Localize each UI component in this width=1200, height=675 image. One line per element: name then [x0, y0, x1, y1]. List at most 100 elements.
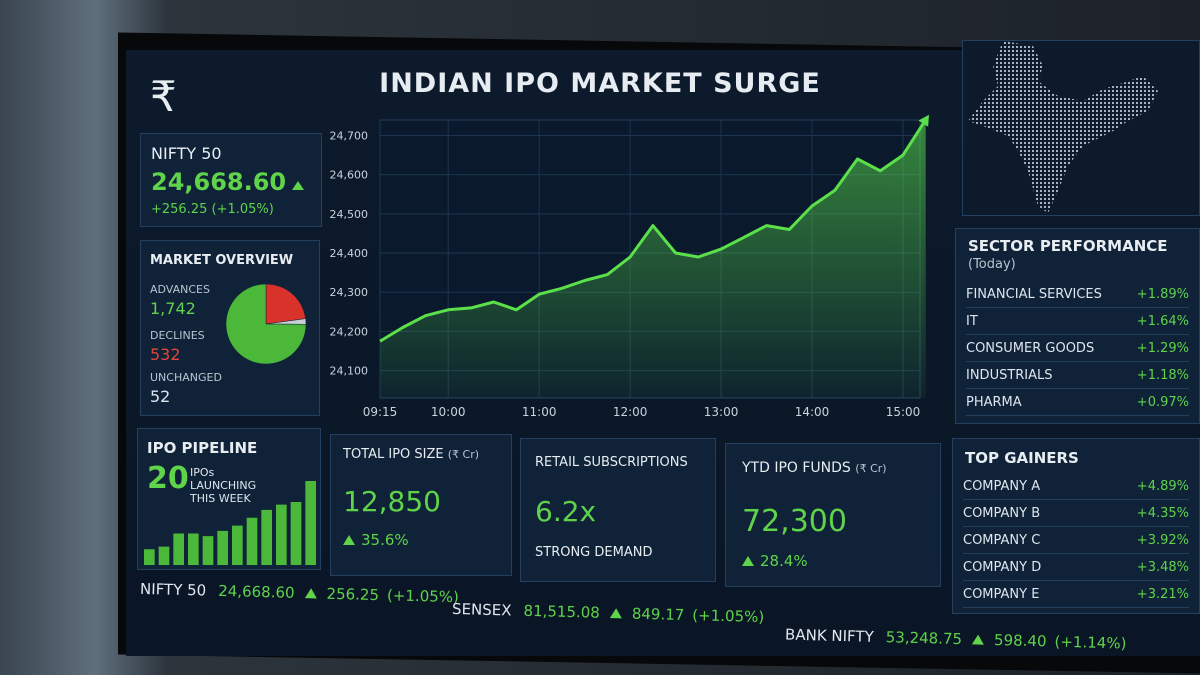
kpi-title: RETAIL SUBSCRIPTIONS: [535, 455, 688, 470]
kpi-change: 28.4%: [736, 552, 808, 570]
bar: [232, 525, 243, 565]
bar: [158, 546, 170, 565]
kpi-change-text: 28.4%: [760, 552, 808, 570]
row-name: COMPANY E: [963, 586, 1040, 602]
kpi-caption: STRONG DEMAND: [535, 545, 653, 560]
row-value: +1.89%: [1136, 286, 1189, 302]
x-tick-label: 14:00: [795, 405, 830, 419]
table-row: COMPANY B +4.35%: [963, 500, 1189, 527]
kpi-unit: (₹ Cr): [855, 462, 887, 475]
row-value: +4.35%: [1136, 505, 1189, 521]
kpi-title: YTD IPO FUNDS (₹ Cr): [742, 460, 887, 476]
row-name: COMPANY B: [963, 505, 1041, 521]
table-row: COMPANY C +3.92%: [963, 527, 1189, 554]
x-tick-label: 13:00: [704, 405, 739, 419]
y-tick-label: 24,300: [330, 286, 368, 299]
overview-title: MARKET OVERVIEW: [150, 253, 294, 268]
x-tick-label: 10:00: [431, 405, 466, 419]
map-shape: [968, 41, 1158, 213]
row-value: +3.92%: [1136, 532, 1189, 548]
nifty-value-text: 24,668.60: [151, 168, 287, 196]
pipeline-caption: IPOs LAUNCHING THIS WEEK: [190, 466, 257, 505]
row-name: COMPANY D: [963, 559, 1042, 575]
kpi-card: YTD IPO FUNDS (₹ Cr) 72,300 28.4%: [725, 443, 941, 587]
row-name: INDUSTRIALS: [966, 367, 1053, 383]
table-row: FINANCIAL SERVICES +1.89%: [966, 281, 1189, 308]
pipeline-bars: [144, 481, 316, 565]
row-name: IT: [966, 313, 978, 329]
up-icon: [742, 556, 754, 566]
x-tick-label: 11:00: [522, 405, 557, 419]
y-tick-label: 24,200: [330, 325, 368, 338]
bar: [202, 536, 214, 565]
ticker-change: 256.25: [326, 584, 380, 605]
kpi-card: TOTAL IPO SIZE (₹ Cr) 12,850 35.6%: [330, 434, 512, 576]
kpi-value: 72,300: [742, 504, 847, 539]
ticker-pct: (+1.05%): [386, 586, 460, 607]
row-name: COMPANY C: [963, 532, 1041, 548]
ticker-pct: (+1.14%): [1054, 632, 1127, 653]
row-name: COMPANY A: [963, 478, 1041, 494]
advances-label: ADVANCES: [150, 283, 210, 296]
nifty-label: NIFTY 50: [151, 144, 222, 163]
row-name: PHARMA: [966, 394, 1022, 410]
bar: [246, 517, 258, 565]
market-overview: MARKET OVERVIEW ADVANCES 1,742 DECLINES …: [140, 240, 320, 416]
table-row: COMPANY A +4.89%: [963, 473, 1189, 500]
bar: [217, 530, 228, 565]
ticker-change: 598.40: [993, 631, 1047, 651]
row-value: +1.64%: [1136, 313, 1189, 329]
sector-title: SECTOR PERFORMANCE: [968, 237, 1168, 255]
bar: [290, 502, 302, 565]
sector-performance: SECTOR PERFORMANCE (Today) FINANCIAL SER…: [955, 228, 1200, 424]
kpi-change-text: 35.6%: [361, 531, 409, 549]
kpi-title: TOTAL IPO SIZE (₹ Cr): [343, 447, 479, 462]
pie-slice: [225, 283, 307, 365]
row-value: +0.97%: [1136, 394, 1189, 410]
row-value: +1.29%: [1136, 340, 1189, 356]
gainers-title: TOP GAINERS: [965, 449, 1079, 467]
ticker-name: NIFTY 50: [139, 579, 207, 600]
up-icon: [304, 588, 317, 599]
sector-subtitle: (Today): [968, 257, 1016, 272]
kpi-unit: (₹ Cr): [447, 448, 480, 461]
y-tick-label: 24,400: [330, 247, 368, 260]
kpi-title-text: TOTAL IPO SIZE: [343, 447, 444, 462]
bar: [188, 533, 199, 565]
table-row: COMPANY D +3.48%: [963, 554, 1189, 581]
ticker-value: 53,248.75: [885, 628, 963, 649]
nifty-card: NIFTY 50 24,668.60 +256.25 (+1.05%): [140, 133, 322, 227]
ticker-value: 81,515.08: [523, 601, 601, 622]
up-icon: [292, 181, 305, 190]
table-row: CONSUMER GOODS +1.29%: [966, 335, 1189, 362]
table-row: IT +1.64%: [966, 308, 1189, 335]
nifty-change: +256.25 (+1.05%): [151, 202, 274, 217]
y-tick-label: 24,600: [330, 169, 368, 182]
table-row: COMPANY E +3.21%: [963, 581, 1189, 608]
x-tick-label: 12:00: [613, 405, 648, 419]
declines-value: 532: [150, 345, 181, 364]
top-gainers: TOP GAINERS COMPANY A +4.89% COMPANY B +4.3…: [952, 438, 1200, 614]
up-icon: [343, 535, 355, 545]
unchanged-label: UNCHANGED: [150, 371, 222, 384]
india-map: [968, 41, 1158, 213]
table-row: INDUSTRIALS +1.18%: [966, 362, 1189, 389]
title: INDIAN IPO MARKET SURGE: [379, 68, 821, 99]
map-panel: [962, 40, 1200, 216]
bar: [173, 533, 184, 565]
ticker-name: BANK NIFTY: [784, 625, 874, 646]
y-tick-label: 24,700: [330, 130, 368, 143]
row-value: +4.89%: [1136, 478, 1189, 494]
nifty-value: 24,668.60: [151, 168, 310, 196]
up-icon: [971, 634, 985, 645]
x-tick-label: 15:00: [886, 405, 921, 419]
y-tick-label: 24,500: [330, 208, 368, 221]
price-chart: 24,100 24,200 24,300 24,400 24,500 24,600 24,7…: [330, 114, 929, 419]
y-tick-label: 24,100: [330, 365, 368, 378]
ticker-name: SENSEX: [451, 599, 512, 620]
up-icon: [609, 608, 622, 619]
table-row: PHARMA +0.97%: [966, 389, 1189, 416]
kpi-value: 6.2x: [535, 495, 597, 528]
kpi-change: 35.6%: [337, 531, 409, 549]
